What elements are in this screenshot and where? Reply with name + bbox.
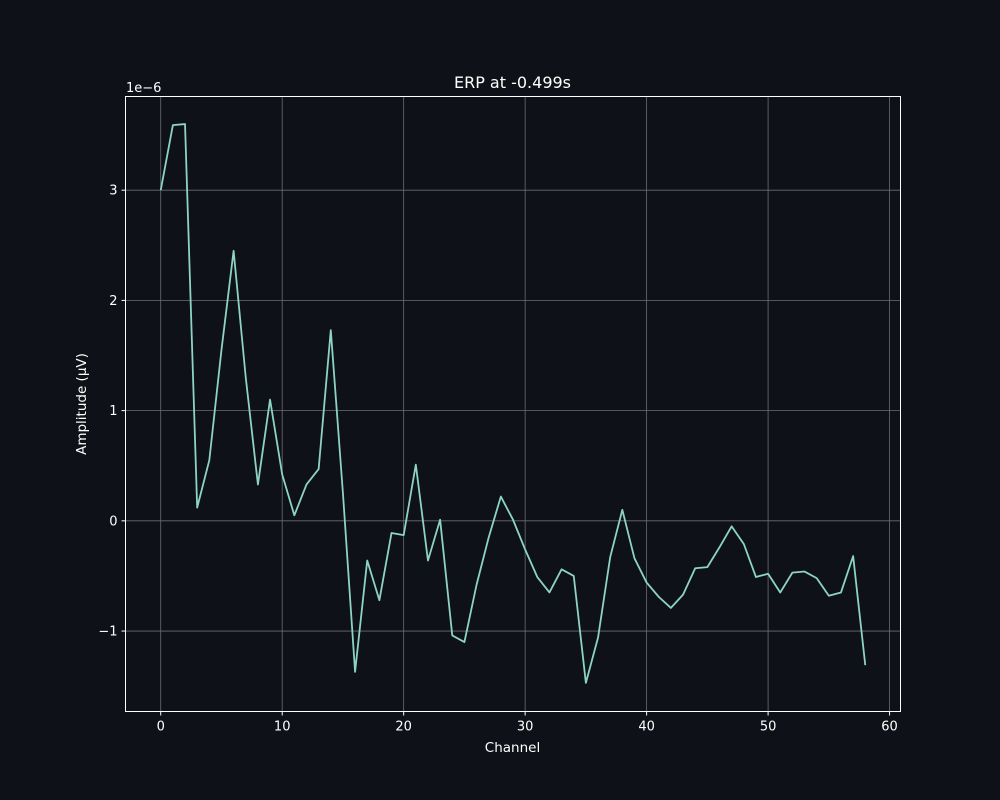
series-line [159,123,867,684]
axes-frame [125,96,901,712]
y-axis-offset-label: 1e−6 [126,81,161,96]
x-tick-label: 0 [157,720,165,735]
series-layer [159,123,867,684]
y-tick-label: 3 [109,184,117,199]
x-tick-label: 40 [638,720,655,735]
y-tick-label: −1 [98,625,117,640]
x-axis-ticks: 0 10 20 30 40 50 60 [157,711,898,735]
x-tick-label: 60 [881,720,898,735]
x-tick-label: 10 [274,720,291,735]
y-tick-label: 0 [109,514,117,529]
y-tick-label: 2 [109,294,117,309]
x-tick-label: 50 [760,720,777,735]
x-tick-label: 20 [395,720,412,735]
y-tick-label: 1 [109,404,117,419]
x-axis-label: Channel [485,740,540,756]
y-axis-ticks: −1 0 1 2 3 [98,184,126,640]
chart-title: ERP at -0.499s [454,73,571,92]
y-axis-label: Amplitude (µV) [74,353,90,455]
x-tick-label: 30 [517,720,534,735]
